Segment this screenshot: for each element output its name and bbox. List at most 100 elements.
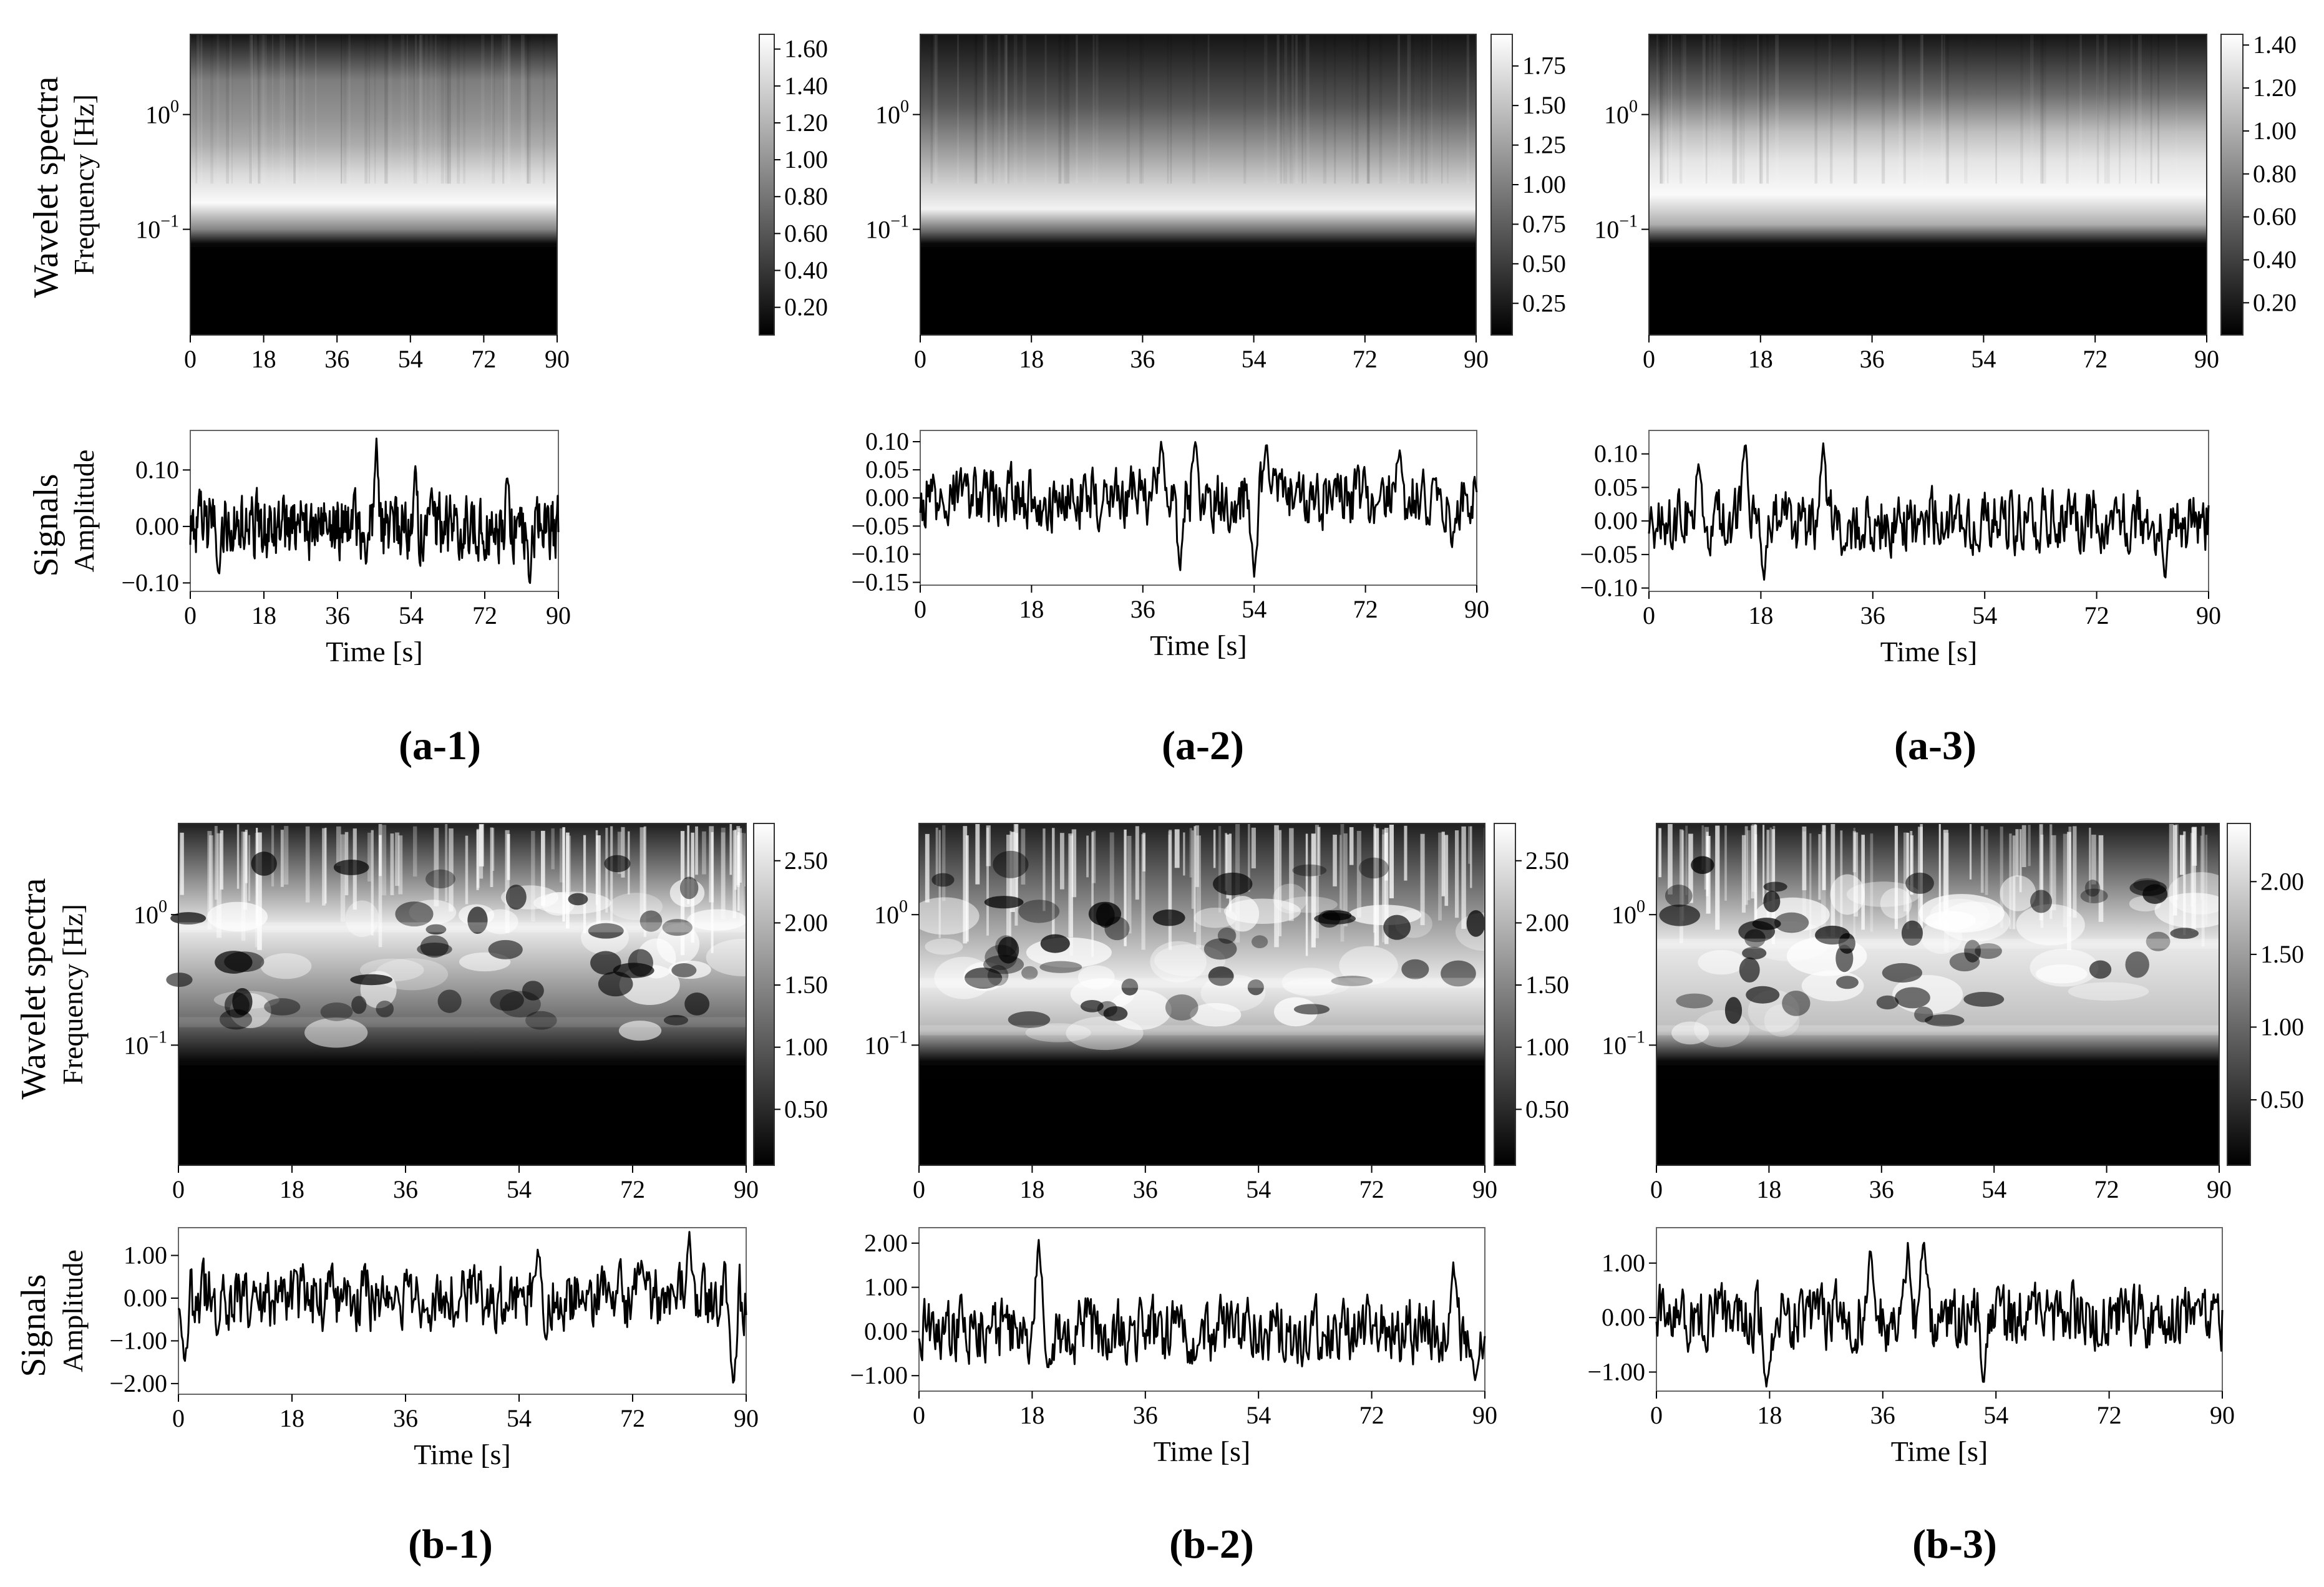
spectrum-xtick-label: 54 <box>1971 345 1996 373</box>
spectrum-streak <box>531 831 535 922</box>
spectrum-b-3: 100 10−1 0 18 36 54 72 90 <box>1602 823 2235 1203</box>
spectrum-hole <box>1676 993 1713 1009</box>
signal-ytick-label: −0.15 <box>851 568 909 596</box>
spectrum-streak <box>1910 835 1913 895</box>
spectrum-texture <box>1941 34 1943 184</box>
colorbar-tick-label: 1.50 <box>784 971 828 999</box>
spectrum-hole <box>985 944 1018 971</box>
signal-xtick-label: 0 <box>172 1404 185 1432</box>
spectrum-streak <box>2179 835 2185 875</box>
signal-xtick-label: 18 <box>1019 1401 1044 1429</box>
spectrum-hole <box>639 910 663 932</box>
spectrum-ytick-label: 100 <box>145 97 179 129</box>
colorbar-tick-label: 2.50 <box>1525 847 1569 875</box>
spectrum-blob <box>925 938 963 955</box>
row-label-signals: Signals <box>14 1274 53 1377</box>
spectrum-texture <box>1007 34 1009 184</box>
signal-xtick-label: 18 <box>280 1404 304 1432</box>
spectrum-hole <box>232 988 253 1016</box>
spectrum-streak <box>1071 829 1077 898</box>
colorbar-tick-label: 1.00 <box>784 145 828 173</box>
signal-a-3: 0.10 0.05 0.00 −0.05 −0.100 18 36 54 72 90 Time [s… <box>1580 430 2221 667</box>
spectrum-texture <box>293 34 296 184</box>
spectrum-lowfreq <box>178 1065 746 1165</box>
spectrum-hole <box>1441 960 1476 987</box>
spectrum-texture <box>2119 34 2121 184</box>
spectrum-texture <box>1854 34 1857 184</box>
spectrum-texture <box>257 34 260 184</box>
spectrum-texture <box>1409 34 1412 184</box>
spectrum-texture <box>2040 34 2044 184</box>
spectrum-streak <box>371 830 374 936</box>
colorbar-tick-label: 1.00 <box>784 1033 828 1061</box>
spectrum-streak <box>1715 825 1720 930</box>
spectrum-band <box>1656 1025 2219 1036</box>
spectrum-texture <box>263 34 267 184</box>
spectrum-hole <box>1905 872 1934 894</box>
spectrum-hole <box>1882 963 1923 983</box>
spectrum-texture <box>1853 34 1855 184</box>
spectrum-hole <box>568 893 588 906</box>
spectrum-streak <box>963 826 968 944</box>
spectrum-streak <box>736 826 741 886</box>
colorbar-scale <box>759 34 775 336</box>
spectrum-texture <box>1759 34 1763 184</box>
spectrum-texture <box>1702 34 1706 184</box>
signal-ytick-label: 0.00 <box>1602 1303 1645 1331</box>
spectrum-hole <box>588 923 624 939</box>
spectrum-streak <box>1343 833 1348 926</box>
spectrum-texture <box>506 34 509 184</box>
signal-ytick-label: 0.00 <box>865 483 909 512</box>
spectrum-streak <box>1127 835 1132 934</box>
spectrum-streak <box>180 832 184 895</box>
spectrum-hole <box>1876 995 1899 1010</box>
signal-xtick-label: 72 <box>1353 595 1378 623</box>
spectrum-texture <box>2079 34 2082 184</box>
signal-xtick-label: 54 <box>1242 595 1267 623</box>
spectrum-blob <box>1150 941 1207 983</box>
signal-xtick-label: 36 <box>325 601 350 629</box>
spectrum-texture <box>1280 34 1283 184</box>
spectrum-hole <box>1924 1014 1965 1027</box>
spectrum-hole <box>320 1002 353 1021</box>
colorbar-tick-label: 1.20 <box>784 109 828 137</box>
spectrum-texture <box>1064 34 1067 184</box>
spectrum-streak <box>1969 823 1972 880</box>
spectrum-xtick-label: 72 <box>2083 345 2108 373</box>
colorbar-a-1: 1.60 1.40 1.20 1.00 0.80 0.60 0.40 0.20 <box>759 34 828 336</box>
spectrum-texture <box>1092 34 1095 184</box>
signal-xtick-label: 90 <box>546 601 571 629</box>
signal-ytick-label: 0.00 <box>124 1284 167 1312</box>
spectrum-texture <box>457 34 460 184</box>
spectrum-hole <box>417 942 452 956</box>
spectrum-hole <box>984 896 1024 909</box>
spectrum-texture <box>1829 34 1833 184</box>
spectrum-texture <box>463 34 466 184</box>
spectrum-streak <box>721 827 726 911</box>
spectrum-streak <box>1086 835 1089 878</box>
signal-ytick-label: 1.00 <box>124 1241 167 1269</box>
spectrum-hole <box>1914 1006 1933 1022</box>
spectrum-hole <box>2080 888 2108 903</box>
spectrum-streak <box>256 828 258 926</box>
spectrum-streak <box>1822 825 1826 890</box>
spectrum-texture <box>542 34 545 184</box>
spectrum-streak <box>1681 830 1685 921</box>
signal-b-2: 2.00 1.00 0.00 −1.000 18 36 54 72 90 Time [s] <box>850 1227 1497 1467</box>
spectrum-hole <box>1774 912 1809 933</box>
spectrum-streak <box>1746 830 1751 901</box>
spectrum-streak <box>1741 835 1746 913</box>
spectrum-streak <box>207 831 212 929</box>
spectrum-xtick-label: 72 <box>620 1175 645 1203</box>
spectrum-streak <box>711 832 714 953</box>
spectrum-streak <box>1751 825 1754 899</box>
spectrum-texture <box>1291 34 1294 184</box>
spectrum-streak <box>2015 829 2019 877</box>
spectrum-texture <box>280 34 283 184</box>
spectrum-streak <box>583 835 586 934</box>
spectrum-streak <box>1091 832 1094 957</box>
spectrum-streak <box>610 826 613 924</box>
colorbar-tick-label: 1.40 <box>2253 31 2297 59</box>
signal-xtick-label: 0 <box>1650 1401 1663 1429</box>
spectrum-texture <box>2157 34 2160 184</box>
